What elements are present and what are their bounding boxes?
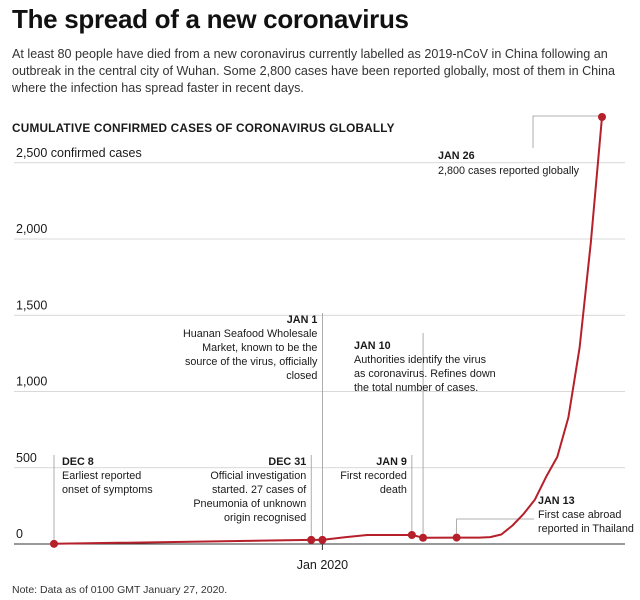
x-tick-label: Jan 2020 <box>297 558 348 572</box>
annotation-text: Pneumonia of unknown <box>193 498 306 510</box>
y-tick-label: 2,500 confirmed cases <box>16 146 142 160</box>
event-marker <box>407 531 416 540</box>
event-marker <box>419 533 428 542</box>
y-tick-label: 1,500 <box>16 298 47 312</box>
chart-title: CUMULATIVE CONFIRMED CASES OF CORONAVIRU… <box>12 121 395 135</box>
event-marker <box>318 535 327 544</box>
annotation-text: reported in Thailand <box>538 523 634 535</box>
annotation-date: DEC 8 <box>62 456 94 468</box>
page-title: The spread of a new coronavirus <box>12 4 409 34</box>
event-marker <box>307 535 316 544</box>
annotation-text: Authorities identify the virus <box>354 354 487 366</box>
annotation-text: the total number of cases. <box>354 382 478 394</box>
event-marker <box>452 533 461 542</box>
event-marker <box>598 113 606 121</box>
series-line <box>53 116 603 545</box>
footnote: Note: Data as of 0100 GMT January 27, 20… <box>12 584 228 596</box>
annotation-date: JAN 13 <box>538 495 575 507</box>
annotation-text: Official investigation <box>210 470 306 482</box>
annotation-text: Earliest reported <box>62 470 141 482</box>
annotation-text: death <box>380 484 407 496</box>
annotation-text: Huanan Seafood Wholesale <box>183 328 317 340</box>
annotation-date: JAN 1 <box>287 314 318 326</box>
y-tick-label: 1,000 <box>16 375 47 389</box>
annotation-date: JAN 9 <box>376 456 407 468</box>
y-tick-label: 500 <box>16 451 37 465</box>
annotation-leader <box>532 115 603 148</box>
annotation-leader <box>456 518 534 534</box>
annotation-date: JAN 26 <box>438 150 475 162</box>
annotation-text: closed <box>286 370 317 382</box>
annotation-text: onset of symptoms <box>62 484 153 496</box>
annotation-date: JAN 10 <box>354 340 391 352</box>
annotation-text: Market, known to be the <box>202 342 317 354</box>
annotation-text: First case abroad <box>538 509 621 521</box>
annotation-text: as coronavirus. Refines down <box>354 368 496 380</box>
y-tick-label: 2,000 <box>16 222 47 236</box>
page-subtitle: At least 80 people have died from a new … <box>12 47 615 95</box>
y-tick-label: 0 <box>16 527 23 541</box>
annotation-text: First recorded <box>340 470 407 482</box>
annotation-date: DEC 31 <box>268 456 306 468</box>
annotation-text: 2,800 cases reported globally <box>438 165 580 177</box>
annotation-text: started. 27 cases of <box>212 484 307 496</box>
annotation-text: source of the virus, officially <box>185 356 318 368</box>
event-marker <box>50 539 58 548</box>
annotation-text: origin recognised <box>224 512 306 524</box>
